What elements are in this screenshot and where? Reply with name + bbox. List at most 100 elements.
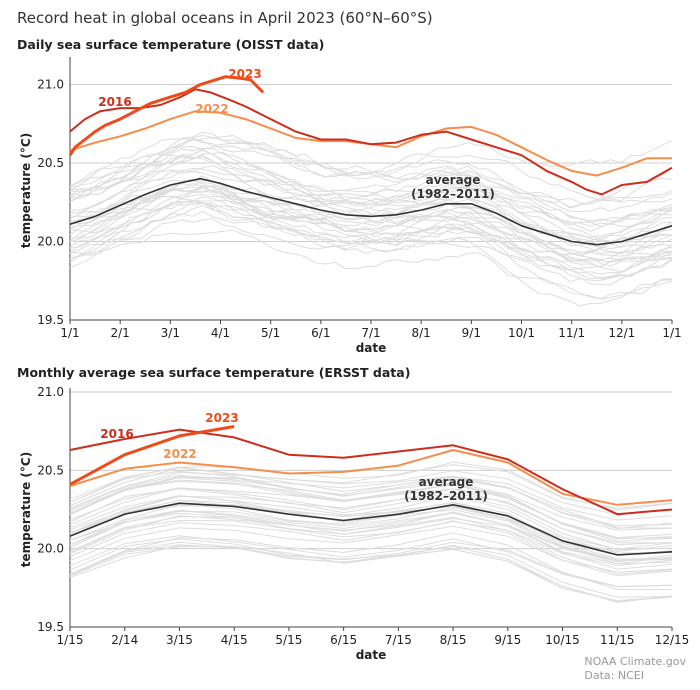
panel1-background-year-line [69, 495, 673, 550]
panel1-x-tick-label: 9/15 [494, 633, 521, 647]
panel0-y-tick-label: 20.5 [37, 156, 64, 170]
panel0-x-tick-label: 1/1 [662, 326, 681, 340]
panel0-background-year-line [69, 186, 673, 255]
panel0-y-axis-label: temperature (°C) [19, 133, 33, 248]
panel1-y-tick-label: 21.0 [37, 385, 64, 399]
panel1-background-year-line [69, 525, 673, 573]
panel0-x-tick-label: 11/1 [558, 326, 585, 340]
panel0-x-tick-label: 1/1 [60, 326, 79, 340]
panel0-background-year-line [69, 218, 673, 283]
panel1-series-line-2016 [69, 428, 673, 516]
panel1-background-year-line [69, 488, 673, 546]
panel0-x-tick-label: 6/1 [311, 326, 330, 340]
panel1-series-line-average [69, 502, 673, 556]
panel0-background-year-line [69, 147, 673, 223]
panel0-series-line-2023 [68, 75, 265, 157]
panel0-background-year-line [69, 201, 673, 256]
panel0-x-tick-label: 10/1 [508, 326, 535, 340]
panel0-background-year-line [69, 145, 673, 205]
panel1-background-year-line [69, 532, 672, 590]
panel1-background-year-line [69, 516, 673, 575]
panel0-background-year-line [69, 202, 673, 300]
panel0-background-year-line [69, 156, 673, 247]
panel0-label-2022: 2022 [195, 102, 228, 116]
panel1-label-2023: 2023 [205, 411, 238, 425]
panel1-background-year-line [69, 464, 673, 509]
panel0-y-tick-label: 19.5 [37, 313, 64, 327]
panel1-series-line-2023 [69, 425, 235, 486]
page-title: Record heat in global oceans in April 20… [17, 9, 433, 27]
panel0-series-line-2016 [69, 88, 673, 196]
panel1-x-tick-label: 6/15 [330, 633, 357, 647]
panel0-x-axis-label: date [356, 341, 387, 355]
credit-data: Data: NCEI [584, 669, 644, 682]
panel1-label-2022: 2022 [163, 447, 196, 461]
panel1-y-tick-label: 20.0 [37, 542, 64, 556]
chart-title-monthly: Monthly average sea surface temperature … [17, 365, 411, 380]
panel1-x-axis-label: date [356, 648, 387, 662]
panel0-background-year-line [69, 164, 673, 248]
panel0-background-year-line [69, 151, 673, 280]
panel1-x-tick-label: 11/15 [600, 633, 635, 647]
panel1-y-tick-label: 19.5 [37, 620, 64, 634]
panel0-x-tick-label: 5/1 [261, 326, 280, 340]
panel0-background-year-line [69, 210, 673, 267]
panel1-x-tick-label: 5/15 [275, 633, 302, 647]
panel0-label-average-period: (1982–2011) [411, 187, 495, 201]
panel1-label-2016: 2016 [100, 427, 133, 441]
panel1-x-tick-label: 7/15 [385, 633, 412, 647]
panel0-x-tick-label: 12/1 [608, 326, 635, 340]
panel1-background-year-line [69, 520, 673, 567]
panel1-label-average: average [419, 475, 474, 489]
chart-title-daily: Daily sea surface temperature (OISST dat… [17, 37, 325, 52]
panel0-background-year-line [69, 187, 673, 263]
panel1-background-year-line [69, 470, 673, 529]
panel1-background-year-line [69, 476, 673, 527]
panel1-series-line-2022 [69, 449, 673, 506]
panel1-background-year-line [69, 470, 673, 516]
panel0-label-average: average [426, 173, 481, 187]
panel0-x-tick-label: 4/1 [211, 326, 230, 340]
panel1-background-year-line [69, 495, 673, 551]
panel0-background-year-line [69, 134, 673, 242]
panel0-background-year-line [69, 148, 673, 250]
panel1-x-tick-label: 4/15 [221, 633, 248, 647]
panel1-x-tick-label: 8/15 [440, 633, 467, 647]
panel0-background-year-line [69, 229, 673, 300]
panel1-background-year-line [69, 461, 673, 511]
panel1-x-tick-label: 1/15 [57, 633, 84, 647]
panel0-series-line-average [69, 177, 673, 246]
panel1-y-tick-label: 20.5 [37, 463, 64, 477]
panel0-x-tick-label: 8/1 [412, 326, 431, 340]
panel1-x-tick-label: 10/15 [545, 633, 580, 647]
panel0-label-2023: 2023 [228, 67, 261, 81]
panel1-x-tick-label: 2/14 [111, 633, 138, 647]
panel0-background-year-line [69, 195, 673, 257]
panel0-background-year-line [69, 170, 673, 227]
credit-block: NOAA Climate.gov Data: NCEI [584, 655, 686, 683]
panel1-background-year-line [69, 541, 673, 603]
panel1-background-year-line [69, 475, 673, 521]
panel1-background-year-line [69, 511, 673, 565]
panel0-y-tick-label: 20.0 [37, 235, 64, 249]
credit-source: NOAA Climate.gov [584, 655, 686, 668]
panel1-x-tick-label: 12/15 [655, 633, 690, 647]
panel0-x-tick-label: 2/1 [111, 326, 130, 340]
panel1-x-tick-label: 3/15 [166, 633, 193, 647]
panel0-label-2016: 2016 [98, 95, 131, 109]
panel0-x-tick-label: 3/1 [161, 326, 180, 340]
panel1-label-average-period: (1982–2011) [404, 489, 488, 503]
panel0-x-tick-label: 7/1 [361, 326, 380, 340]
panel0-y-tick-label: 21.0 [37, 78, 64, 92]
panel0-background-year-line [69, 179, 673, 261]
panel1-y-axis-label: temperature (°C) [19, 452, 33, 567]
panel0-background-year-line [69, 149, 673, 232]
panel0-background-year-line [69, 186, 673, 271]
panel1-background-year-line [69, 495, 673, 556]
panel1-background-year-line [69, 535, 673, 588]
panel1-background-year-line [69, 504, 673, 561]
panel0-background-year-line [69, 138, 673, 223]
panel0-x-tick-label: 9/1 [462, 326, 481, 340]
panel0-background-year-line [69, 131, 673, 203]
